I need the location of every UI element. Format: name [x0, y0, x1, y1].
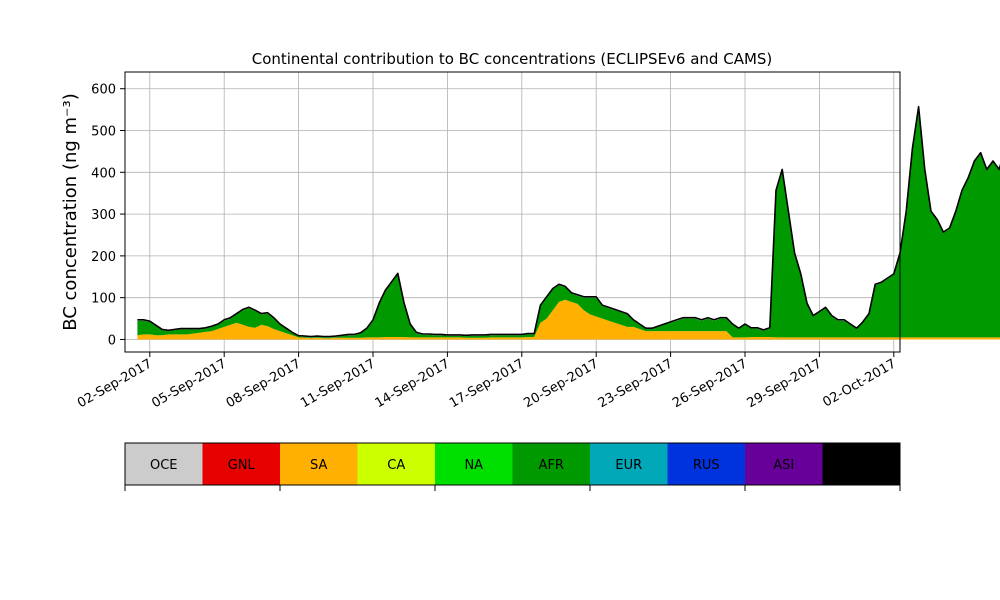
- chart-title: Continental contribution to BC concentra…: [252, 50, 773, 68]
- y-tick-label: 600: [91, 83, 116, 98]
- x-axis-ticks: 02-Sep-201705-Sep-201708-Sep-201711-Sep-…: [75, 352, 899, 411]
- legend-swatch-oce: [125, 443, 203, 485]
- legend-swatch-eur: [590, 443, 668, 485]
- legend-swatch-ca: [357, 443, 435, 485]
- x-tick-label: 02-Oct-2017: [820, 356, 898, 410]
- x-tick-label: 05-Sep-2017: [149, 356, 229, 411]
- y-axis-ticks: 0 100 200 300 400 500 600: [91, 83, 125, 348]
- x-tick-label: 08-Sep-2017: [224, 356, 304, 411]
- legend-label-rus: RUS: [693, 458, 720, 473]
- legend-label-ca: CA: [387, 458, 405, 473]
- x-tick-label: 23-Sep-2017: [596, 356, 676, 411]
- y-axis-label: BC concentration (ng m⁻³): [60, 93, 81, 331]
- legend-label-aus: AUS: [848, 458, 875, 473]
- legend-label-asi: ASI: [773, 458, 794, 473]
- x-tick-label: 02-Sep-2017: [75, 356, 155, 411]
- y-tick-label: 200: [91, 250, 116, 265]
- stacked-areas: [137, 106, 1000, 340]
- legend-label-gnl: GNL: [228, 458, 256, 473]
- x-tick-label: 29-Sep-2017: [745, 356, 825, 411]
- legend-label-na: NA: [464, 458, 483, 473]
- area-afr: [137, 107, 1000, 339]
- legend-swatch-rus: [667, 443, 745, 485]
- total-line-group: [137, 105, 1000, 338]
- y-tick-label: 100: [91, 292, 116, 307]
- x-tick-label: 26-Sep-2017: [670, 356, 750, 411]
- plot-frame: [124, 71, 901, 353]
- y-tick-label: 300: [91, 208, 116, 223]
- legend-swatch-aus: [822, 443, 900, 485]
- legend-swatch-sa: [280, 443, 358, 485]
- x-tick-label: 20-Sep-2017: [521, 356, 601, 411]
- legend-label-eur: EUR: [615, 458, 642, 473]
- legend-label-sa: SA: [310, 458, 327, 473]
- total-line: [137, 105, 1000, 338]
- x-tick-label: 11-Sep-2017: [298, 356, 378, 411]
- legend-swatch-afr: [512, 443, 590, 485]
- legend-colorbar: OCE GNL SA CA NA AFR EUR RUS ASI AUS: [124, 442, 901, 491]
- legend-swatch-na: [435, 443, 513, 485]
- x-tick-label: 17-Sep-2017: [447, 356, 527, 411]
- y-tick-label: 500: [91, 125, 116, 140]
- y-tick-label: 0: [108, 333, 116, 348]
- area-sa: [137, 299, 1000, 340]
- legend-label-afr: AFR: [539, 458, 564, 473]
- legend-label-oce: OCE: [150, 458, 178, 473]
- legend-swatch-asi: [745, 443, 823, 485]
- legend-frame: [124, 442, 901, 486]
- y-tick-label: 400: [91, 166, 116, 181]
- x-tick-label: 14-Sep-2017: [373, 356, 453, 411]
- legend-swatch-gnl: [202, 443, 280, 485]
